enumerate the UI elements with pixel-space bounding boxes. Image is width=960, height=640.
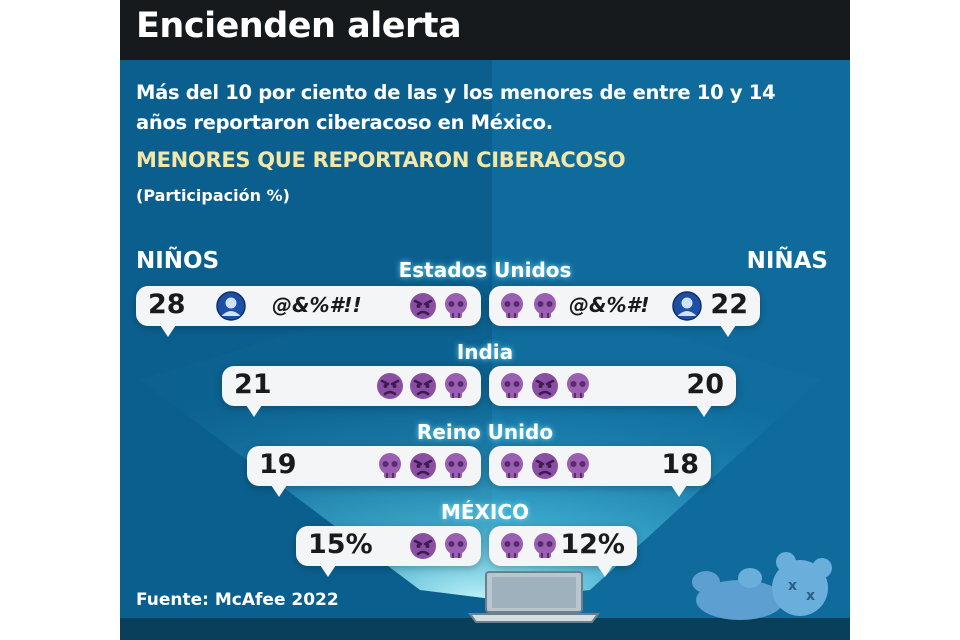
angry-face-icon xyxy=(532,373,558,399)
background-bottom-strip xyxy=(120,618,850,640)
infographic-panel: Encienden alerta Más del 10 por ciento d… xyxy=(120,0,850,640)
avatar xyxy=(216,291,246,321)
value-label: 21 xyxy=(234,369,272,400)
bubble-tail xyxy=(320,565,336,577)
skull-icon xyxy=(567,373,589,398)
skull-icon xyxy=(501,373,523,398)
bar-ninas: 18 xyxy=(489,446,711,497)
value-label: 15% xyxy=(308,529,373,560)
value-label: 18 xyxy=(661,449,699,480)
value-label: 28 xyxy=(148,289,186,320)
angry-face-icon xyxy=(410,373,436,399)
value-label: 12% xyxy=(560,529,625,560)
bubble-tail xyxy=(597,565,613,577)
series-label-ninas: NIÑAS xyxy=(746,248,828,274)
svg-text:x: x xyxy=(788,578,797,594)
bar-ninos: 28 @&%#!! xyxy=(136,286,481,337)
skull-icon xyxy=(379,453,401,478)
angry-face-icon xyxy=(377,373,403,399)
source-note: Fuente: McAfee 2022 xyxy=(136,590,339,610)
bubble-tail xyxy=(671,485,687,497)
skull-icon xyxy=(445,373,467,398)
bubble-tail xyxy=(246,405,262,417)
category-label: India xyxy=(456,340,514,364)
chart-title: MENORES QUE REPORTARON CIBERACOSO xyxy=(136,148,626,172)
skull-icon xyxy=(501,293,523,318)
emoji-group xyxy=(408,291,471,321)
avatar xyxy=(672,291,702,321)
angry-face-icon xyxy=(410,533,436,559)
value-label: 19 xyxy=(259,449,297,480)
bar-ninos: 19 xyxy=(247,446,481,497)
bubble-tail xyxy=(160,325,176,337)
angry-face-icon xyxy=(532,453,558,479)
value-label: 20 xyxy=(686,369,724,400)
bubble-tail xyxy=(271,485,287,497)
bar-ninos: 21 xyxy=(222,366,481,417)
skull-icon xyxy=(501,453,523,478)
bar-ninos: 15% xyxy=(296,526,481,577)
laptop-icon xyxy=(468,571,600,623)
emoji-group xyxy=(497,371,593,401)
chart-unit: (Participación %) xyxy=(136,186,290,205)
bubble-tail xyxy=(696,405,712,417)
skull-icon xyxy=(534,293,556,318)
user-avatar-icon xyxy=(216,291,246,321)
emoji-group xyxy=(375,371,471,401)
emoji-group xyxy=(497,451,593,481)
subtitle: Más del 10 por ciento de las y los menor… xyxy=(136,81,776,134)
skull-icon xyxy=(501,533,523,558)
cursing-symbols: @&%#! xyxy=(569,293,650,317)
skull-icon xyxy=(534,533,556,558)
skull-icon xyxy=(445,293,467,318)
teddy-bear-icon: x x xyxy=(692,552,832,620)
bar-ninas: 22 @&%#! xyxy=(489,286,760,337)
page-title: Encienden alerta xyxy=(136,6,462,46)
category-label: Estados Unidos xyxy=(398,258,572,282)
bubble-tail xyxy=(720,325,736,337)
angry-face-icon xyxy=(410,293,436,319)
value-label: 22 xyxy=(710,289,748,320)
category-label: Reino Unido xyxy=(416,420,554,444)
bar-ninas: 20 xyxy=(489,366,736,417)
bar-ninas: 12% xyxy=(489,526,637,577)
emoji-group xyxy=(408,531,471,561)
svg-text:x: x xyxy=(806,588,815,604)
angry-face-icon xyxy=(410,453,436,479)
emoji-group xyxy=(375,451,471,481)
emoji-group xyxy=(497,291,560,321)
skull-icon xyxy=(445,533,467,558)
skull-icon xyxy=(445,453,467,478)
emoji-group xyxy=(497,531,560,561)
user-avatar-icon xyxy=(672,291,702,321)
cursing-symbols: @&%#!! xyxy=(272,293,362,317)
header-bar: Encienden alerta xyxy=(120,0,850,60)
category-label: MÉXICO xyxy=(440,500,530,524)
series-label-ninos: NIÑOS xyxy=(136,248,220,274)
skull-icon xyxy=(567,453,589,478)
